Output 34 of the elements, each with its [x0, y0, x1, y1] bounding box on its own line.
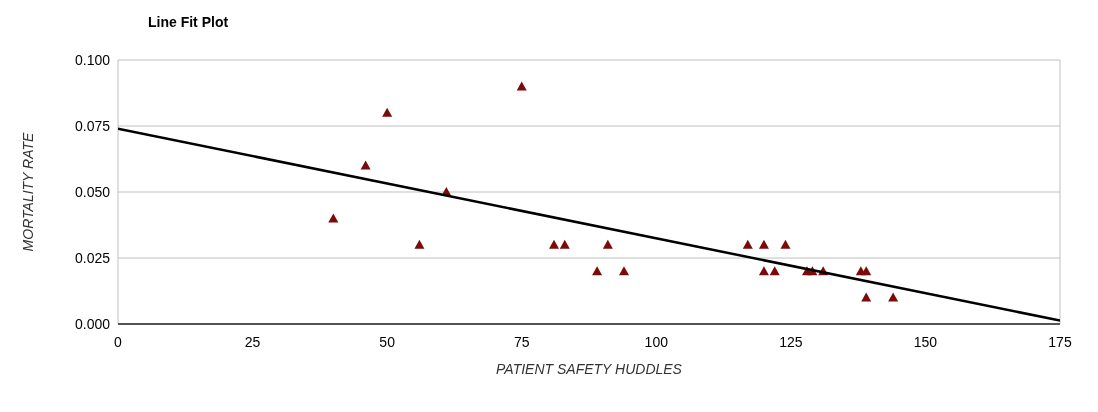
- point: [780, 239, 791, 249]
- point: [618, 266, 629, 276]
- point: [516, 81, 527, 91]
- y-tick-label: 0.025: [74, 249, 111, 266]
- x-tick-label: 150: [913, 334, 938, 350]
- x-tick-label: 50: [379, 334, 395, 350]
- x-axis-title: PATIENT SAFETY HUDDLES: [496, 361, 683, 377]
- x-tick-label: 175: [1048, 334, 1072, 350]
- point: [602, 239, 613, 249]
- x-tick-label: 0: [114, 334, 122, 350]
- point: [592, 266, 603, 276]
- point: [328, 213, 339, 223]
- x-tick-label: 25: [244, 334, 261, 350]
- y-tick-label: 0.000: [74, 315, 111, 332]
- point: [769, 266, 780, 276]
- point: [549, 239, 560, 249]
- x-tick-label: 100: [644, 334, 668, 350]
- y-tick-label: 0.075: [74, 117, 111, 134]
- point: [382, 107, 393, 117]
- point: [559, 239, 570, 249]
- chart-title: Line Fit Plot: [148, 14, 229, 30]
- point: [360, 160, 371, 170]
- y-tick-label: 0.100: [74, 51, 111, 68]
- point: [861, 266, 872, 276]
- y-axis-title: MORTALITY RATE: [19, 131, 36, 252]
- point: [742, 239, 753, 249]
- y-tick-label: 0.050: [74, 183, 111, 200]
- point: [888, 292, 899, 302]
- point: [758, 266, 769, 276]
- x-tick-label: 75: [513, 334, 530, 350]
- point: [861, 292, 872, 302]
- x-tick-label: 125: [779, 334, 803, 350]
- point: [758, 239, 769, 249]
- point: [414, 239, 425, 249]
